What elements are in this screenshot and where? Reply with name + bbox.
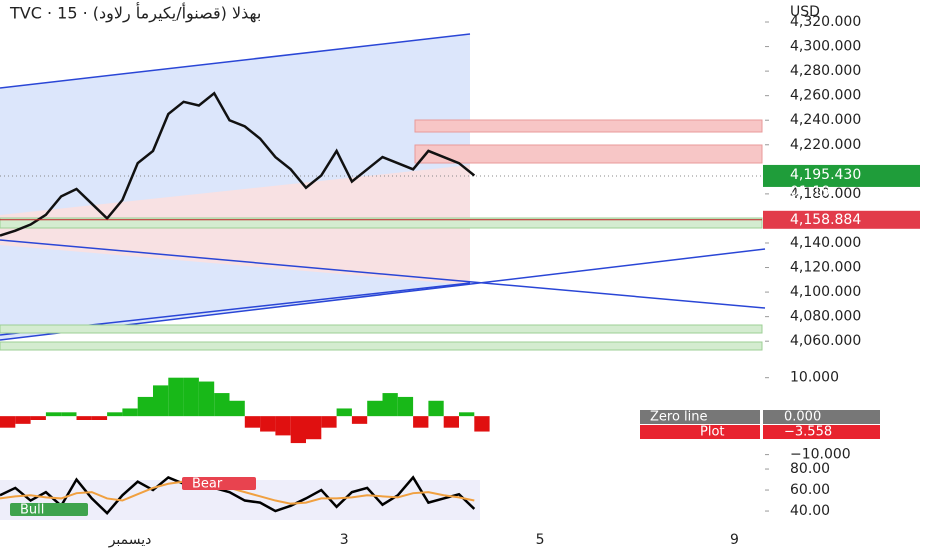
histogram-bar (137, 396, 153, 417)
histogram-bar (153, 385, 169, 417)
series-line (0, 91, 476, 237)
histogram-bar (198, 381, 215, 417)
bear-label: Bear (192, 477, 223, 492)
histogram-bar (428, 400, 444, 417)
zone (0, 341, 763, 351)
y-tick-label: 4,320.000 (790, 14, 861, 30)
price-badge (763, 164, 920, 187)
legend-name: Plot (700, 425, 725, 440)
y-tick-label: 4,300.000 (790, 39, 861, 55)
y-tick-label: 4,060.000 (790, 333, 861, 349)
histogram-bar (15, 416, 31, 424)
series-line (0, 480, 475, 505)
histogram-bar (122, 408, 138, 417)
x-tick-label: 3 (340, 532, 349, 548)
y-tick-label: 4,120.000 (790, 260, 861, 276)
histogram-bar (382, 393, 398, 417)
histogram-bar (30, 416, 46, 420)
bull-label: Bull (20, 503, 44, 518)
level-label: 4,158.884 (790, 212, 861, 228)
histogram-bar (275, 416, 291, 436)
histogram-bar (290, 416, 306, 444)
histogram-bar (336, 408, 352, 417)
y-tick-label: 40.00 (790, 503, 830, 519)
y-tick-label: 4,240.000 (790, 112, 861, 128)
histogram-bar (214, 393, 230, 417)
x-tick-label: ديسمبر (108, 532, 152, 548)
countdown: 01:19 (790, 184, 830, 200)
bull-box (10, 503, 88, 516)
zone (414, 144, 763, 164)
histogram-bar (306, 416, 322, 440)
y-tick-label: 60.00 (790, 482, 830, 498)
legend-value-box (763, 410, 880, 424)
legend-value: 0.000 (784, 410, 821, 425)
histogram-bar (244, 416, 261, 428)
x-tick-label: 5 (536, 532, 545, 548)
histogram-bar (76, 416, 92, 420)
trend-line (0, 239, 766, 309)
y-tick-label: 4,080.000 (790, 309, 861, 325)
zone (0, 324, 763, 334)
y-tick-label: 4,140.000 (790, 235, 861, 251)
bear-box (182, 477, 256, 490)
histogram-bar (45, 412, 62, 417)
price-badge-label: 4,195.430 (790, 167, 861, 183)
legend-box (640, 425, 760, 439)
y-tick-label: 4,180.000 (790, 186, 861, 202)
histogram-bar (351, 416, 368, 424)
zone (0, 217, 763, 229)
chart-title: TVC · 15 · (قصنوأ/يكيرمأ رلاود) بهذلا (9, 2, 261, 24)
y-tick-label: −10.000 (790, 447, 851, 463)
histogram-bar (321, 416, 337, 428)
y-tick-label: 10.000 (790, 370, 839, 386)
histogram-bar (367, 400, 383, 417)
y-tick-label: 4,280.000 (790, 63, 861, 79)
legend-name: Zero line (650, 410, 708, 425)
histogram-bar (91, 416, 108, 420)
histogram-bar (61, 412, 77, 417)
histogram-bar (413, 416, 429, 428)
level-badge (763, 210, 920, 229)
y-tick-label: 4,220.000 (790, 137, 861, 153)
channel-line (0, 33, 471, 89)
zone (414, 119, 763, 133)
histogram-bar (168, 377, 184, 417)
histogram-bar (474, 416, 490, 432)
histogram-bar (0, 416, 16, 428)
x-tick-label: 9 (730, 532, 739, 548)
histogram-bar (107, 412, 123, 417)
legend-value-box (763, 425, 880, 439)
y-tick-label: 4,100.000 (790, 284, 861, 300)
legend-box (640, 410, 760, 424)
histogram-bar (260, 416, 276, 432)
histogram-bar (229, 400, 245, 417)
histogram-bar (459, 412, 475, 417)
legend-value: −3.558 (784, 425, 832, 440)
histogram-bar (397, 396, 414, 417)
currency: USD (790, 4, 820, 20)
y-tick-label: 80.00 (790, 461, 830, 477)
histogram-bar (183, 377, 199, 417)
histogram-bar (443, 416, 459, 428)
y-tick-label: 4,260.000 (790, 88, 861, 104)
